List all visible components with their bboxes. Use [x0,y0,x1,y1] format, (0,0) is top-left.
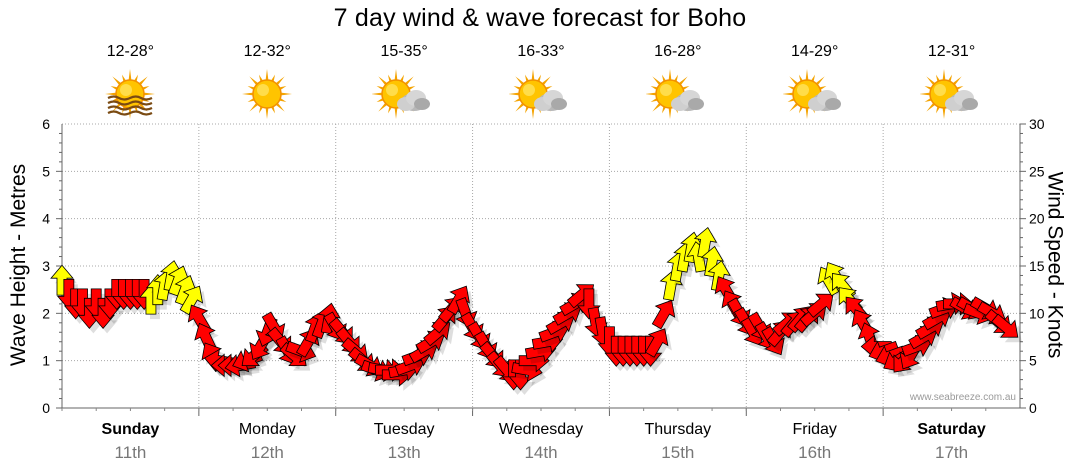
y-left-tick-label: 1 [42,353,50,369]
day-label: Sunday [101,421,160,438]
day-date: 11th [114,443,147,462]
y-left-tick-label: 0 [42,400,50,416]
y-right-tick-label: 0 [1029,400,1037,416]
watermark: www.seabreeze.com.au [909,392,1016,403]
day-temperature: 16-33° [517,43,565,60]
day-temperature: 15-35° [380,43,428,60]
day-temperature: 12-28° [106,43,155,60]
y-left-tick-label: 5 [42,163,50,179]
y-axis-right-title: Wind Speed - Knots [1043,171,1067,359]
sun-cloud-icon [508,66,573,124]
day-label: Saturday [917,421,986,438]
y-left-tick-label: 3 [42,258,50,274]
day-label: Thursday [644,421,712,438]
day-date: 17th [935,443,969,462]
y-right-tick-label: 10 [1029,305,1045,321]
wind-arrow [179,285,204,316]
day-date: 12th [250,443,284,462]
sun-cloud-icon [371,66,436,124]
sun-icon [235,66,299,124]
day-temperature: 12-31° [927,43,976,60]
day-date: 15th [661,443,695,462]
y-right-tick-label: 25 [1029,163,1045,179]
sun-cloud-icon [781,66,847,124]
y-left-tick-label: 4 [42,211,50,227]
day-temperature: 16-28° [654,43,702,60]
wind-arrow [644,328,669,358]
wind-arrow [50,264,74,296]
y-right-tick-label: 20 [1029,211,1045,227]
wind-arrow [700,245,725,278]
sun-haze-icon [98,66,162,124]
chart-title: 7 day wind & wave forecast for Boho [333,4,747,32]
day-date: 13th [387,443,421,462]
y-right-tick-label: 5 [1029,353,1037,369]
y-left-tick-label: 2 [42,305,50,321]
y-right-tick-label: 30 [1029,116,1045,132]
wind-arrow [651,299,676,330]
day-label: Monday [238,421,296,438]
y-axis-left-title: Wave Height - Metres [7,163,31,367]
day-label: Wednesday [498,421,584,438]
wind-arrow [806,293,834,318]
sun-cloud-icon [644,66,710,124]
day-date: 14th [524,443,558,462]
y-right-tick-label: 15 [1029,258,1045,274]
day-temperature: 12-32° [243,43,291,60]
day-date: 16th [798,443,832,462]
day-temperature: 14-29° [791,43,839,60]
wind-arrow [991,313,1019,338]
y-left-tick-label: 6 [42,116,50,132]
day-label: Tuesday [373,421,435,438]
sun-cloud-icon [918,66,984,124]
day-label: Friday [792,421,837,438]
